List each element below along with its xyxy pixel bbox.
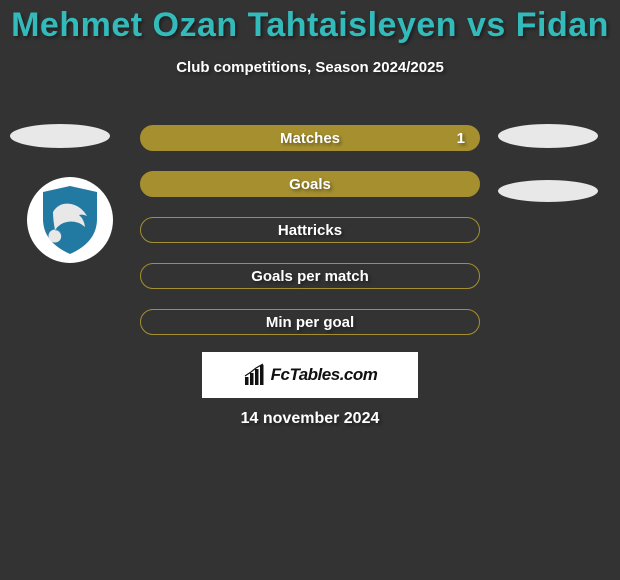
bar-chart-icon — [243, 363, 267, 387]
stat-label: Min per goal — [266, 314, 354, 331]
stat-row-min-per-goal: Min per goal — [140, 309, 480, 335]
stat-label: Goals per match — [251, 268, 369, 285]
stat-row-hattricks: Hattricks — [140, 217, 480, 243]
subtitle: Club competitions, Season 2024/2025 — [0, 59, 620, 76]
shield-icon — [39, 184, 101, 256]
club-badge-left — [27, 177, 113, 263]
stat-row-goals: Goals — [140, 171, 480, 197]
stat-row-goals-per-match: Goals per match — [140, 263, 480, 289]
brand-box: FcTables.com — [202, 352, 418, 398]
stat-label: Hattricks — [278, 222, 342, 239]
stat-row-matches: Matches 1 — [140, 125, 480, 151]
stat-rows: Matches 1 Goals Hattricks Goals per matc… — [140, 125, 480, 355]
page-title: Mehmet Ozan Tahtaisleyen vs Fidan — [0, 0, 620, 45]
brand-text: FcTables.com — [271, 365, 378, 385]
player-left-ellipse-1 — [10, 124, 110, 148]
stat-value-right: 1 — [457, 130, 465, 147]
stat-label: Matches — [280, 130, 340, 147]
player-right-ellipse-2 — [498, 180, 598, 202]
stat-label: Goals — [289, 176, 331, 193]
player-right-ellipse-1 — [498, 124, 598, 148]
date-text: 14 november 2024 — [0, 410, 620, 428]
